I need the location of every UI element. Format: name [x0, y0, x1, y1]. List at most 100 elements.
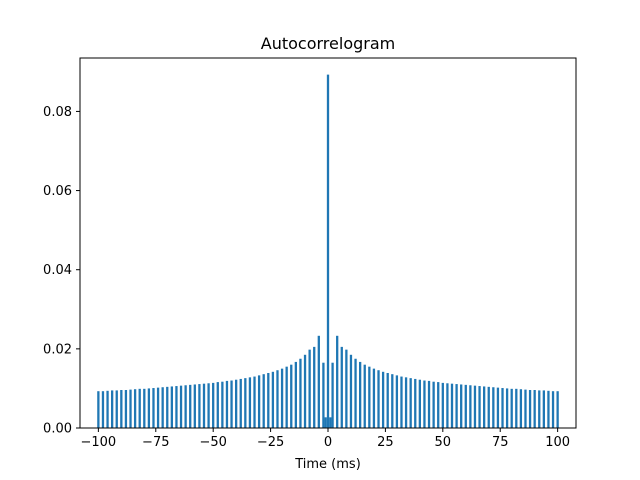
bar-93 — [524, 389, 527, 428]
bar-53 — [340, 346, 343, 428]
bar-4 — [115, 390, 118, 428]
chart-title: Autocorrelogram — [261, 34, 395, 53]
bar-63 — [386, 372, 389, 428]
bar-0 — [97, 391, 100, 428]
bar-15 — [166, 386, 169, 428]
bar-62 — [381, 371, 385, 428]
x-tick-label: 50 — [435, 435, 452, 450]
bar-6 — [124, 390, 128, 428]
bar-64 — [391, 374, 394, 428]
bar-47 — [313, 346, 316, 428]
bar-41 — [285, 366, 288, 428]
bar-44 — [299, 358, 302, 428]
bar-77 — [450, 383, 454, 428]
bar-36 — [262, 374, 265, 428]
x-axis-label: Time (ms) — [294, 457, 361, 472]
bar-50 — [326, 74, 330, 428]
bar-74 — [437, 382, 440, 428]
bar-54 — [345, 349, 348, 428]
bar-9 — [138, 388, 141, 428]
bar-34 — [253, 376, 256, 428]
bar-7 — [129, 389, 132, 428]
plot-frame — [79, 57, 577, 429]
y-tick-label: 0.06 — [43, 184, 72, 199]
bar-73 — [432, 381, 435, 428]
bar-79 — [460, 384, 463, 428]
bar-78 — [455, 384, 458, 428]
small-bar-1 — [329, 417, 332, 428]
bar-48 — [317, 335, 320, 428]
y-axis: 0.00 0.02 0.04 0.06 0.08 — [43, 105, 80, 437]
bar-14 — [161, 387, 164, 428]
bar-26 — [216, 382, 219, 428]
bar-12 — [152, 388, 155, 428]
x-tick-label: −100 — [81, 435, 117, 450]
bar-61 — [377, 370, 380, 428]
bar-43 — [294, 361, 297, 428]
bar-29 — [230, 380, 233, 428]
bar-25 — [212, 382, 215, 428]
bar-69 — [414, 378, 417, 428]
bar-55 — [349, 354, 353, 428]
bar-84 — [483, 386, 486, 428]
bar-97 — [542, 390, 545, 428]
bar-5 — [120, 390, 123, 428]
bar-22 — [198, 384, 201, 428]
bar-24 — [207, 383, 210, 428]
bar-28 — [225, 380, 229, 428]
bar-17 — [175, 386, 178, 428]
bar-3 — [111, 390, 114, 428]
bar-27 — [221, 381, 224, 428]
bar-56 — [354, 358, 357, 428]
bar-19 — [184, 385, 187, 428]
bar-89 — [505, 388, 509, 428]
bar-66 — [400, 376, 403, 428]
bar-95 — [533, 390, 536, 428]
bar-20 — [189, 384, 192, 428]
bar-40 — [280, 368, 284, 428]
bar-35 — [257, 375, 261, 428]
bar-39 — [276, 370, 279, 428]
bar-96 — [538, 390, 541, 428]
bar-1 — [101, 391, 105, 428]
bar-71 — [423, 380, 426, 428]
bar-75 — [441, 382, 444, 428]
small-bar-0 — [324, 417, 327, 428]
bar-70 — [418, 379, 421, 428]
bar-45 — [303, 354, 307, 428]
bar-72 — [427, 380, 431, 428]
bar-18 — [179, 385, 183, 428]
x-tick-label: 0 — [324, 435, 332, 450]
x-tick-label: 100 — [545, 435, 570, 450]
bar-82 — [473, 385, 477, 428]
bar-38 — [271, 371, 275, 428]
bar-10 — [143, 388, 146, 428]
bar-51 — [331, 362, 334, 428]
bar-67 — [404, 377, 408, 428]
bar-42 — [290, 364, 293, 428]
y-tick-label: 0.02 — [43, 342, 72, 357]
bar-33 — [248, 377, 252, 428]
bar-65 — [395, 375, 399, 428]
y-tick-label: 0.08 — [43, 105, 72, 120]
bar-58 — [363, 364, 366, 428]
y-tick-label: 0.00 — [43, 422, 72, 437]
bar-94 — [528, 390, 532, 428]
bar-8 — [133, 389, 137, 428]
bar-57 — [359, 361, 362, 428]
bar-49 — [322, 362, 325, 428]
x-tick-label: 25 — [377, 435, 394, 450]
x-tick-label: −25 — [257, 435, 284, 450]
x-axis: −100 −75 −50 −25 0 25 50 75 100 — [81, 428, 570, 450]
bar-86 — [492, 387, 495, 428]
bar-92 — [519, 389, 523, 428]
bar-88 — [501, 388, 504, 428]
bar-30 — [235, 379, 238, 428]
bar-37 — [267, 372, 270, 428]
bar-31 — [239, 378, 242, 428]
bar-11 — [147, 388, 151, 428]
bar-98 — [547, 390, 550, 428]
bar-2 — [106, 390, 109, 428]
bar-81 — [469, 385, 472, 428]
